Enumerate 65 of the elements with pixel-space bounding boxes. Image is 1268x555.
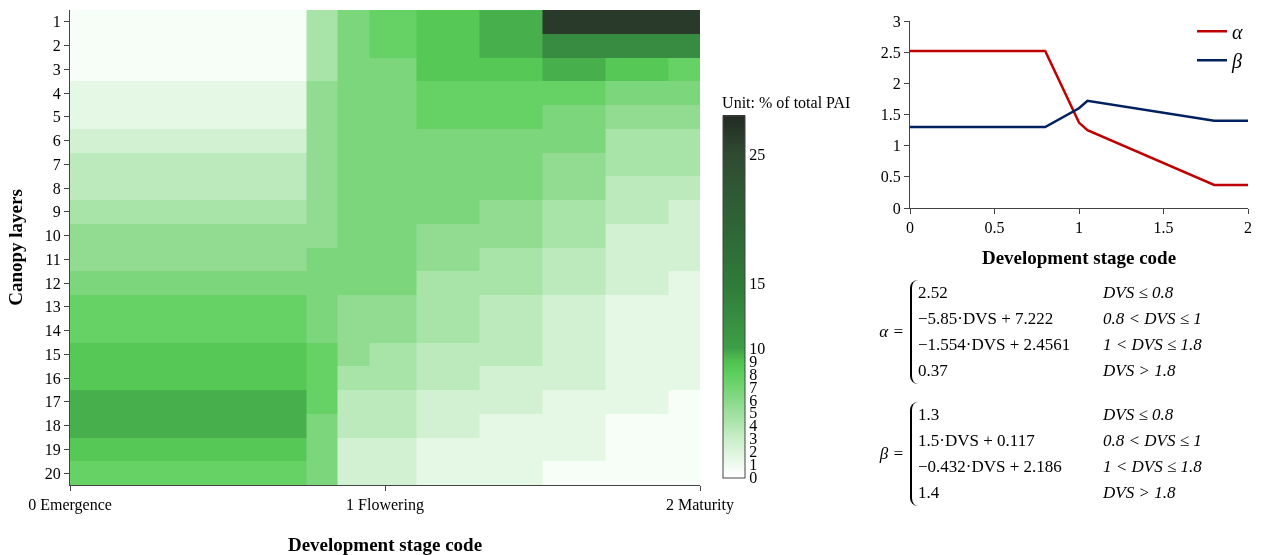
y-tick-label: 3 <box>892 12 901 30</box>
y-tick-label: 2 <box>52 37 61 55</box>
text: DVS ≤ 0.8 <box>1103 282 1174 304</box>
y-tick-label: 5 <box>52 108 61 126</box>
x-axis-title: Development stage code <box>287 534 483 555</box>
y-tick-label: 17 <box>44 393 61 411</box>
y-tick-label: 20 <box>44 464 61 482</box>
x-tick-label: 0 Emergence <box>28 496 112 515</box>
text: 1.4 <box>918 482 941 504</box>
y-tick-label: 8 <box>52 179 61 197</box>
text: −1.554·DVS + 2.4561 <box>918 334 1072 356</box>
y-tick-label: 2 <box>892 74 901 92</box>
color-bar-label: 0 <box>749 469 758 487</box>
color-bar-label: 25 <box>749 145 766 163</box>
y-tick-label: 6 <box>52 132 61 150</box>
legend-label: α <box>1232 20 1243 43</box>
line-series <box>910 99 1248 129</box>
color-bar-label: 10 <box>749 339 766 357</box>
text: 2.52 <box>918 282 949 304</box>
text: 1.5·DVS + 0.117 <box>918 430 1036 452</box>
y-tick-label: 19 <box>44 440 61 458</box>
x-tick-label: 1.5 <box>1153 219 1174 237</box>
y-tick-label: 1 <box>892 137 901 155</box>
text: 1 < DVS ≤ 1.8 <box>1103 334 1202 356</box>
x-axis-title: Development stage code <box>981 247 1177 268</box>
text: 0.37 <box>918 360 949 382</box>
y-tick-label: 4 <box>52 84 61 102</box>
text: 0.8 < DVS ≤ 1 <box>1103 308 1202 330</box>
text: α = <box>878 322 904 342</box>
x-tick-label: 0 <box>906 219 914 237</box>
text: 1.3 <box>918 404 941 426</box>
y-tick-label: 3 <box>52 60 61 78</box>
line-series <box>910 49 1248 187</box>
text: DVS > 1.8 <box>1103 360 1176 382</box>
x-tick-label: 1 Flowering <box>346 496 424 515</box>
text: DVS > 1.8 <box>1103 482 1176 504</box>
y-tick-label: 13 <box>44 298 61 316</box>
text: β = <box>878 444 904 464</box>
color-bar-label: 15 <box>749 275 766 293</box>
x-tick-label: 1 <box>1075 219 1083 237</box>
y-tick-label: 14 <box>44 322 61 340</box>
y-tick-label: 18 <box>44 417 61 435</box>
x-tick-label: 2 <box>1244 219 1252 237</box>
y-tick-label: 10 <box>44 227 61 245</box>
y-tick-label: 12 <box>44 274 61 292</box>
text: 0.8 < DVS ≤ 1 <box>1103 430 1202 452</box>
x-tick-label: 0.5 <box>984 219 1005 237</box>
text: DVS ≤ 0.8 <box>1103 404 1174 426</box>
y-tick-label: 1 <box>52 13 61 31</box>
y-axis-title: Canopy layers <box>5 189 26 306</box>
y-tick-label: 11 <box>45 250 61 268</box>
legend-label: β <box>1231 49 1242 73</box>
text: −5.85·DVS + 7.222 <box>918 308 1055 330</box>
y-tick-label: 0.5 <box>880 168 901 186</box>
y-tick-label: 16 <box>44 369 61 387</box>
y-tick-label: 2.5 <box>880 43 901 61</box>
y-tick-label: 0 <box>892 199 901 217</box>
y-tick-label: 9 <box>52 203 61 221</box>
y-tick-label: 1.5 <box>880 106 901 124</box>
text: −0.432·DVS + 2.186 <box>918 456 1063 478</box>
y-tick-label: 7 <box>52 155 61 173</box>
text: 1 < DVS ≤ 1.8 <box>1103 456 1202 478</box>
color-bar-title: Unit: % of total PAI <box>722 94 851 111</box>
y-tick-label: 15 <box>44 345 61 363</box>
x-tick-label: 2 Maturity <box>666 496 734 515</box>
